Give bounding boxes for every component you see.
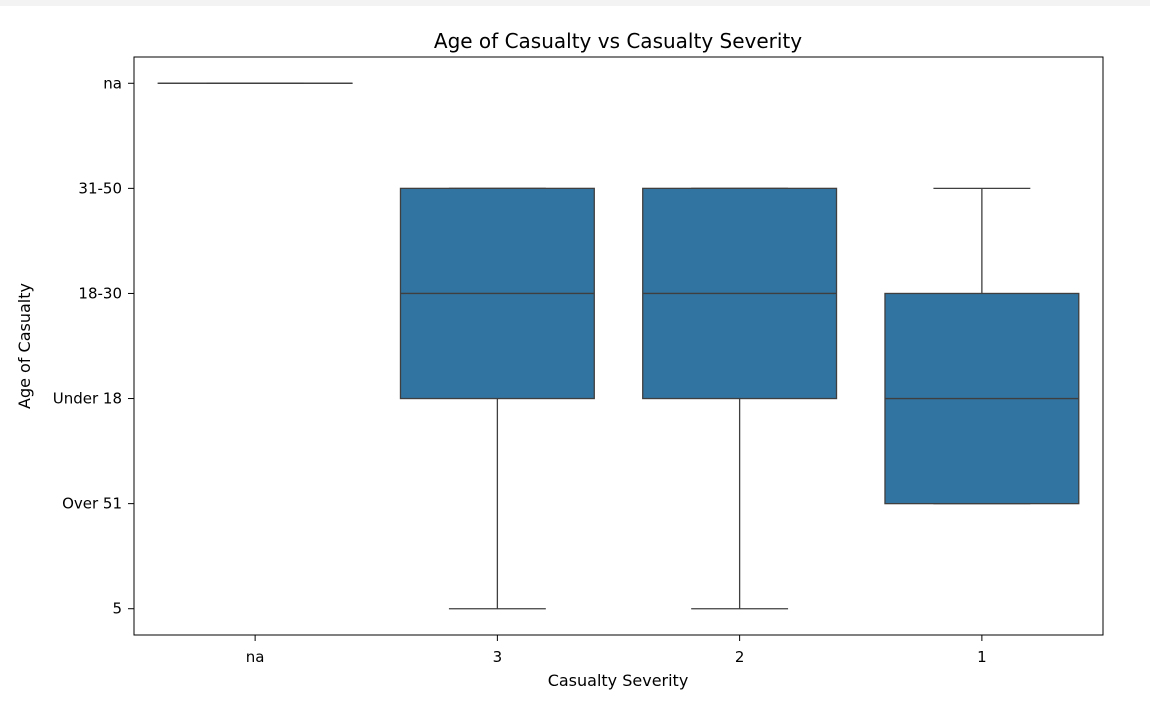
x-axis-label: Casualty Severity [548, 671, 689, 690]
y-tick-label: 18-30 [78, 284, 122, 302]
x-tick-label: na [246, 648, 265, 666]
y-axis: 5 Over 51 Under 18 18-30 31-50 na [53, 74, 134, 618]
y-tick-label: 5 [112, 600, 122, 618]
y-axis-label: Age of Casualty [15, 283, 34, 409]
x-axis: na 3 2 1 [246, 635, 987, 666]
top-strip [0, 0, 1150, 6]
y-tick-label: 31-50 [78, 179, 122, 197]
x-tick-label: 2 [735, 648, 745, 666]
plot-frame [133, 56, 1104, 636]
y-tick-label: na [103, 74, 122, 92]
chart-title: Age of Casualty vs Casualty Severity [434, 29, 802, 53]
box-series [157, 82, 1080, 610]
y-tick-label: Over 51 [62, 495, 122, 513]
y-tick-label: Under 18 [53, 390, 122, 408]
x-tick-label: 1 [977, 648, 987, 666]
x-tick-label: 3 [493, 648, 503, 666]
